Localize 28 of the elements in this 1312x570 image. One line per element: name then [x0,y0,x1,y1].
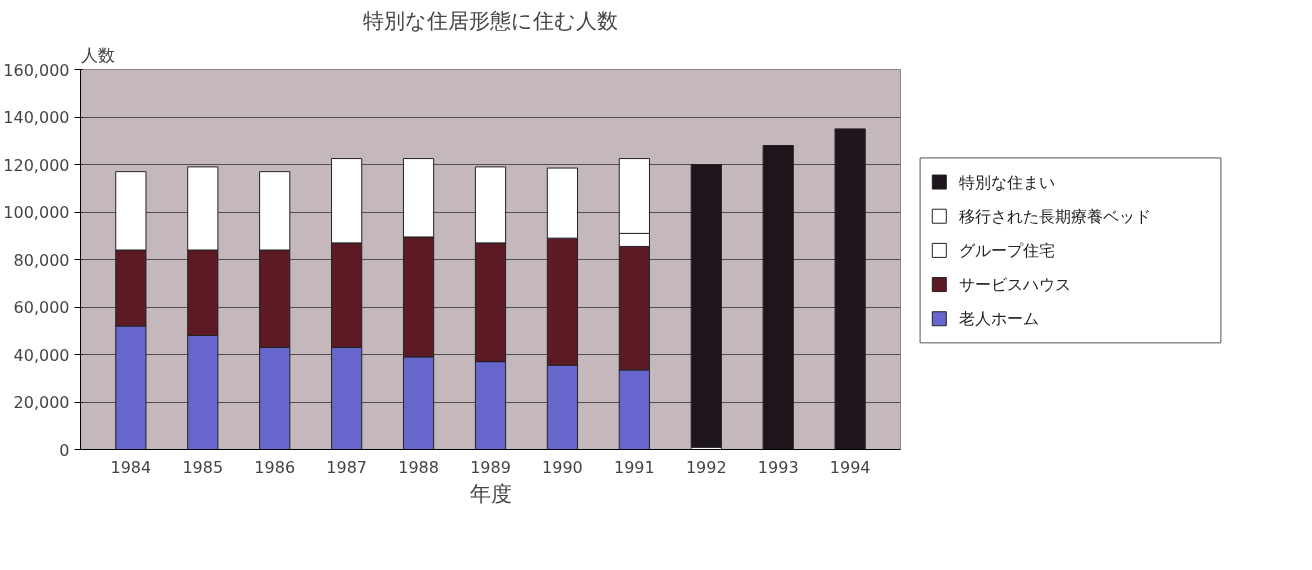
x-tick-label: 1994 [829,457,871,477]
y-tick-label: 20,000 [13,393,70,412]
legend-label: 特別な住まい [958,172,1055,192]
y-tick-label: 0 [59,440,70,460]
x-tick-label: 1990 [542,457,583,477]
x-tick-label: 1985 [182,457,224,477]
x-tick-label: 1992 [685,457,727,477]
x-tick-label: 1991 [614,457,655,477]
y-tick-label: 40,000 [13,345,70,365]
y-tick-label: 60,000 [13,298,70,317]
x-tick-label: 1987 [326,457,367,477]
y-tick-label: 140,000 [3,108,70,127]
legend-label: サービスハウス [958,275,1071,295]
legend-label: 移行された長期療養ベッド [958,206,1151,226]
y-tick-label: 80,000 [13,250,70,270]
x-tick-label: 1989 [470,457,511,477]
x-tick-label: 1988 [398,457,439,477]
legend-label: グループ住宅 [958,240,1055,260]
x-axis-title: 年度 [469,480,512,506]
legend-label: 老人ホーム [958,309,1039,329]
y-axis-title: 人数 [80,44,115,65]
x-tick-label: 1993 [757,457,799,477]
x-tick-label: 1986 [254,457,296,477]
x-tick-label: 1984 [110,457,152,477]
chart-title: 特別な住居形態に住む人数 [363,7,618,33]
y-tick-label: 120,000 [3,155,70,175]
y-tick-label: 100,000 [3,203,70,222]
y-tick-label: 160,000 [3,60,70,80]
